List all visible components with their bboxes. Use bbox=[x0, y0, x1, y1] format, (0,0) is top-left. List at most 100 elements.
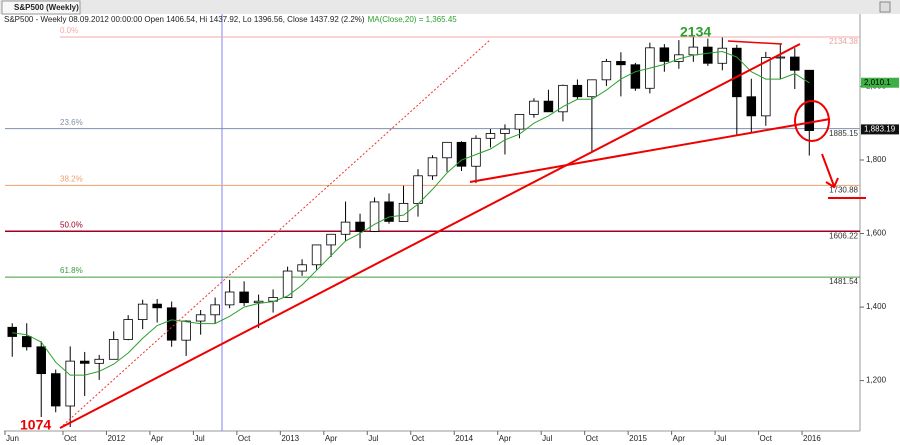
candle-body bbox=[21, 336, 32, 348]
candle-body bbox=[94, 358, 104, 364]
trendline bbox=[727, 40, 783, 45]
x-tick-label: 2014 bbox=[455, 434, 473, 443]
fib-level-label: 50.0% bbox=[60, 220, 83, 229]
candle-body bbox=[717, 47, 728, 64]
x-tick-label: Jul bbox=[368, 434, 378, 443]
candle-body bbox=[616, 61, 626, 66]
x-tick-label: Oct bbox=[760, 434, 773, 443]
x-tick-label: Jul bbox=[194, 434, 204, 443]
x-tick-label: Apr bbox=[325, 434, 338, 443]
x-tick-label: Jul bbox=[542, 434, 552, 443]
trendline bbox=[59, 43, 801, 429]
title-bar bbox=[0, 0, 900, 14]
candle-body bbox=[50, 373, 61, 407]
candle-body bbox=[659, 47, 670, 62]
highlight-circle bbox=[794, 100, 830, 142]
candle-body bbox=[688, 46, 699, 56]
candle-body bbox=[558, 84, 568, 113]
candle-body bbox=[384, 201, 394, 222]
drawings: 2134 1074 bbox=[20, 24, 866, 433]
fib-value-label: 1481.54 bbox=[829, 277, 858, 286]
candle-body bbox=[543, 100, 554, 113]
candle-body bbox=[79, 360, 90, 364]
tab[interactable] bbox=[1, 0, 81, 15]
x-tick-label: Oct bbox=[412, 434, 425, 443]
candle-body bbox=[500, 128, 510, 134]
candle-body bbox=[529, 100, 539, 115]
candle-body bbox=[7, 326, 17, 337]
candle-body bbox=[152, 303, 162, 309]
candle-body bbox=[442, 141, 452, 159]
x-tick-label: 2016 bbox=[803, 434, 821, 443]
fib-level-label: 23.6% bbox=[60, 118, 83, 127]
candle-body bbox=[123, 319, 133, 340]
candle-body bbox=[210, 304, 220, 316]
candle-body bbox=[65, 360, 75, 407]
fib-value-label: 1606.22 bbox=[829, 231, 858, 240]
candle-body bbox=[485, 133, 496, 139]
candle-body bbox=[340, 221, 351, 235]
candle-body bbox=[297, 264, 307, 272]
candle-body bbox=[732, 47, 742, 98]
close-button[interactable] bbox=[879, 1, 891, 13]
candle-body bbox=[355, 221, 365, 232]
price-marker bbox=[861, 124, 899, 135]
x-tick-label: Jul bbox=[716, 434, 726, 443]
candle-body bbox=[790, 56, 800, 71]
candle-body bbox=[630, 64, 641, 89]
x-tick-label: Apr bbox=[499, 434, 512, 443]
annotation: 2134 bbox=[680, 24, 711, 40]
candle-body bbox=[427, 157, 438, 177]
ma-line bbox=[12, 50, 810, 376]
info: S&P500 - Weekly 08.09.2012 00:00:00 Open… bbox=[4, 15, 365, 24]
fib-level-label: 0.0% bbox=[60, 26, 78, 35]
candle-body bbox=[775, 56, 786, 59]
candle-body bbox=[514, 113, 525, 130]
candle-body bbox=[282, 270, 293, 298]
y-tick-label: 1,800 bbox=[866, 155, 887, 164]
dotted-trendline bbox=[59, 39, 491, 429]
candle-body bbox=[471, 137, 481, 167]
x-tick-label: Apr bbox=[673, 434, 686, 443]
x-tick-label: 2013 bbox=[281, 434, 299, 443]
trendline bbox=[469, 118, 831, 183]
window-title: S&P500 (Weekly) bbox=[14, 3, 79, 12]
price-marker-label: 1,883.19 bbox=[864, 125, 896, 134]
candle-body bbox=[239, 291, 249, 304]
candle-body bbox=[326, 233, 336, 246]
candle-body bbox=[746, 96, 757, 117]
candle-body bbox=[311, 244, 322, 266]
annotation: 1074 bbox=[20, 417, 51, 433]
y-tick-label: 1,200 bbox=[866, 376, 887, 385]
x-tick-label: Oct bbox=[64, 434, 77, 443]
fib-value-label: 1730.88 bbox=[829, 186, 858, 195]
ma-info: MA(Close,20) = 1,365.45 bbox=[368, 15, 458, 24]
candle-body bbox=[195, 314, 206, 322]
candle-body bbox=[587, 79, 597, 98]
arrow bbox=[821, 153, 839, 189]
info-line: S&P500 - Weekly 08.09.2012 00:00:00 Open… bbox=[4, 15, 457, 24]
candle-body bbox=[224, 291, 235, 306]
x-tick-label: 2015 bbox=[629, 434, 647, 443]
price-marker bbox=[861, 77, 899, 88]
candle-body bbox=[703, 46, 713, 64]
fib-value-label: 1885.15 bbox=[829, 129, 858, 138]
candle-body bbox=[572, 84, 583, 98]
candle-body bbox=[253, 300, 264, 304]
y-tick-label: 1,400 bbox=[866, 302, 887, 311]
x-tick-label: 2012 bbox=[107, 434, 125, 443]
fib-level-label: 38.2% bbox=[60, 175, 83, 184]
candle-body bbox=[166, 307, 177, 341]
candle-body bbox=[36, 346, 46, 375]
x-tick-label: Oct bbox=[586, 434, 599, 443]
x-tick-label: Jun bbox=[6, 434, 19, 443]
candle-body bbox=[456, 141, 467, 167]
candle-body bbox=[108, 339, 119, 360]
candle-body bbox=[369, 201, 380, 232]
candle-body bbox=[601, 61, 612, 81]
y-tick-label: 1,600 bbox=[866, 229, 887, 238]
candle-body bbox=[761, 56, 771, 117]
price-marker-label: 2,010.1 bbox=[864, 78, 891, 87]
